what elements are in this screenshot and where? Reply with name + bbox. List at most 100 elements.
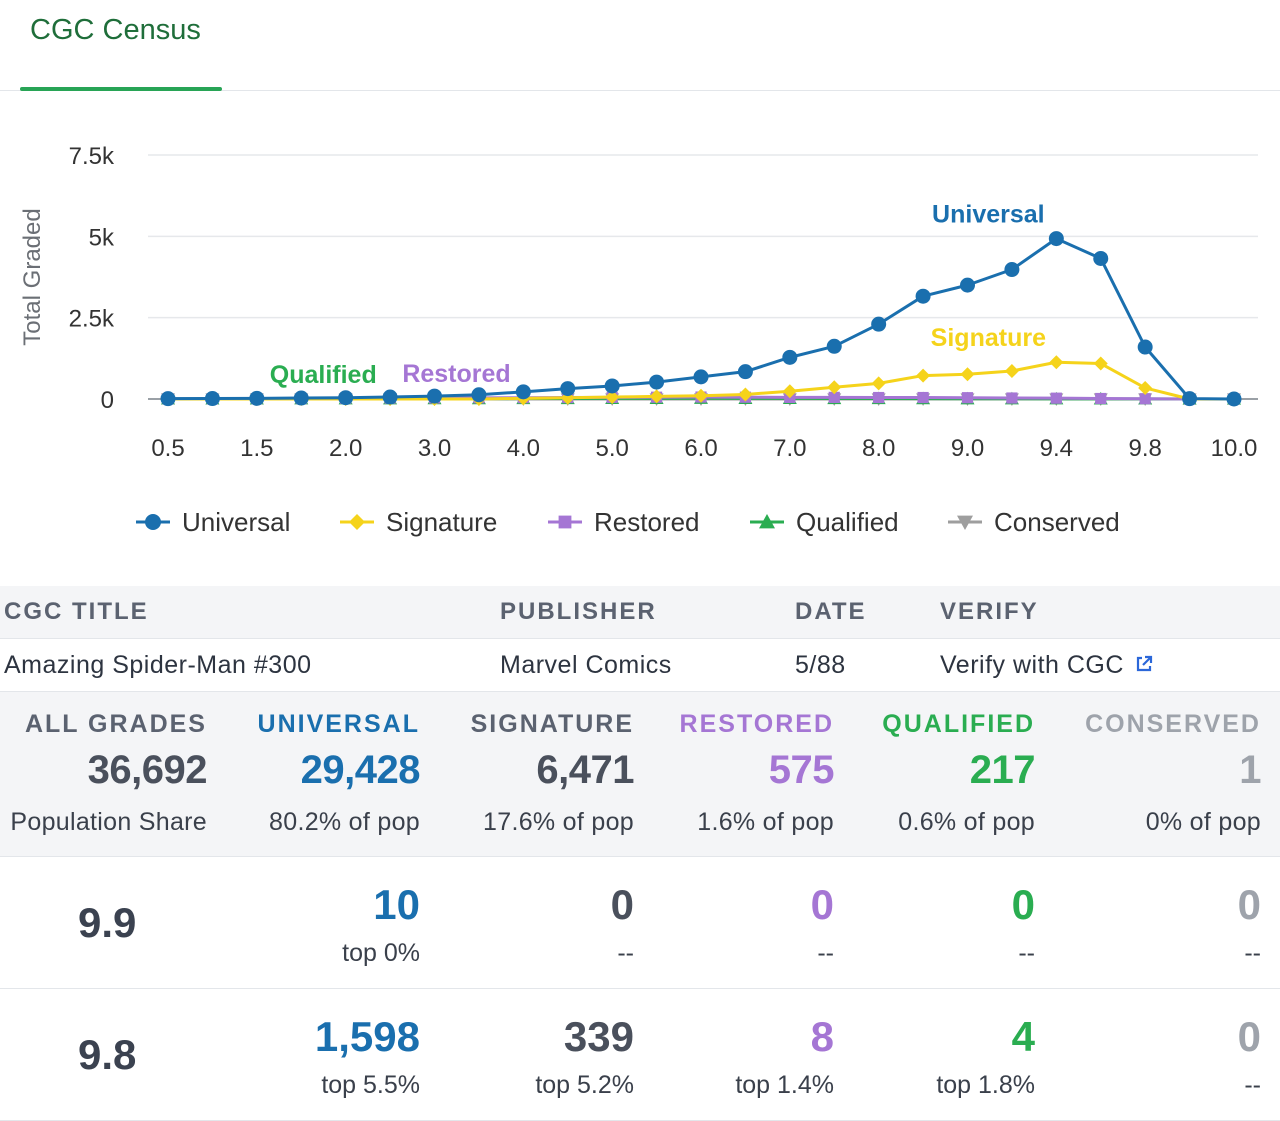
series-annotation: Qualified xyxy=(270,361,377,389)
tab-label: CGC Census xyxy=(30,14,201,47)
summary-share: 0.6% of pop xyxy=(898,808,1035,837)
data-point xyxy=(471,387,486,402)
x-tick-label: 9.0 xyxy=(951,435,984,462)
summary-share: Population Share xyxy=(10,808,207,837)
grade-label: 9.9 xyxy=(78,899,136,947)
grade-row-9-9: 9.9 10 top 0% 0 -- 0 -- 0 -- 0 -- xyxy=(0,857,1280,989)
data-point xyxy=(871,317,886,332)
legend-label: Signature xyxy=(386,507,497,537)
x-tick-label: 6.0 xyxy=(684,435,717,462)
verify-link-label: Verify with CGC xyxy=(940,651,1124,679)
series-annotation: Signature xyxy=(931,324,1046,352)
restored-rank: top 1.4% xyxy=(735,1071,834,1100)
data-point xyxy=(1093,251,1108,266)
external-link-icon xyxy=(1134,654,1154,674)
signature-count: 339 xyxy=(564,1013,634,1061)
data-point xyxy=(1049,355,1063,369)
summary-header: UNIVERSAL xyxy=(258,710,420,739)
legend-item-conserved[interactable]: Conserved xyxy=(948,507,1120,537)
data-point xyxy=(1005,364,1019,378)
data-point xyxy=(961,367,975,381)
y-axis-label: Total Graded xyxy=(19,208,46,345)
legend-label: Universal xyxy=(182,507,290,537)
data-point xyxy=(782,350,797,365)
restored-count: 0 xyxy=(811,881,834,929)
signature-count: 0 xyxy=(611,881,634,929)
data-point xyxy=(960,278,975,293)
summary-header: RESTORED xyxy=(680,710,834,739)
data-point xyxy=(917,392,928,403)
restored-rank: -- xyxy=(817,939,834,968)
active-tab-indicator xyxy=(20,87,222,91)
qualified-rank: -- xyxy=(1018,939,1035,968)
data-point xyxy=(1095,393,1106,404)
data-point xyxy=(383,390,398,405)
book-publisher: Marvel Comics xyxy=(500,639,672,691)
verify-column-header: VERIFY xyxy=(940,586,1039,638)
data-point xyxy=(338,390,353,405)
data-point xyxy=(873,392,884,403)
x-tick-label: 5.0 xyxy=(595,435,628,462)
data-point xyxy=(1227,392,1242,407)
data-point xyxy=(916,289,931,304)
data-point xyxy=(294,391,309,406)
data-point xyxy=(516,384,531,399)
conserved-rank: -- xyxy=(1244,1071,1261,1100)
data-point xyxy=(1049,231,1064,246)
data-point xyxy=(872,376,886,390)
data-point xyxy=(1182,391,1197,406)
x-tick-label: 8.0 xyxy=(862,435,895,462)
book-info-header: CGC TITLE PUBLISHER DATE VERIFY xyxy=(0,586,1280,639)
summary-value: 575 xyxy=(769,748,834,793)
population-summary: ALL GRADES 36,692 Population Share UNIVE… xyxy=(0,692,1280,857)
summary-share: 1.6% of pop xyxy=(697,808,834,837)
legend-item-universal[interactable]: Universal xyxy=(136,507,290,537)
data-point xyxy=(916,369,930,383)
data-point xyxy=(694,369,709,384)
data-point xyxy=(427,389,442,404)
data-point xyxy=(1004,262,1019,277)
data-point xyxy=(205,391,220,406)
data-point xyxy=(249,391,264,406)
x-tick-label: 1.5 xyxy=(240,435,273,462)
summary-header: ALL GRADES xyxy=(25,710,207,739)
summary-value: 36,692 xyxy=(88,748,207,793)
legend-item-qualified[interactable]: Qualified xyxy=(750,507,899,537)
tab-cgc-census[interactable]: CGC Census xyxy=(20,0,222,90)
legend-label: Conserved xyxy=(994,507,1120,537)
summary-value: 6,471 xyxy=(536,748,634,793)
data-point xyxy=(1006,392,1017,403)
data-point xyxy=(1094,357,1108,371)
signature-rank: -- xyxy=(617,939,634,968)
y-tick-label: 2.5k xyxy=(69,306,115,333)
y-tick-label: 0 xyxy=(101,387,114,414)
grade-row-9-8: 9.8 1,598 top 5.5% 339 top 5.2% 8 top 1.… xyxy=(0,989,1280,1121)
y-tick-label: 5k xyxy=(89,224,115,251)
qualified-count: 0 xyxy=(1012,881,1035,929)
conserved-rank: -- xyxy=(1244,939,1261,968)
date-column-header: DATE xyxy=(795,586,867,638)
data-point xyxy=(349,514,365,530)
signature-rank: top 5.2% xyxy=(535,1071,634,1100)
universal-rank: top 0% xyxy=(342,939,420,968)
summary-share: 17.6% of pop xyxy=(483,808,634,837)
legend-item-restored[interactable]: Restored xyxy=(548,507,700,537)
book-info-row: Amazing Spider-Man #300 Marvel Comics 5/… xyxy=(0,639,1280,692)
summary-header: SIGNATURE xyxy=(471,710,634,739)
x-tick-label: 7.0 xyxy=(773,435,806,462)
data-point xyxy=(1051,393,1062,404)
data-point xyxy=(827,339,842,354)
book-title: Amazing Spider-Man #300 xyxy=(4,639,312,691)
summary-header: QUALIFIED xyxy=(882,710,1035,739)
publisher-column-header: PUBLISHER xyxy=(500,586,657,638)
verify-with-cgc-link[interactable]: Verify with CGC xyxy=(940,639,1154,691)
data-point xyxy=(605,378,620,393)
legend-item-signature[interactable]: Signature xyxy=(340,507,497,537)
data-point xyxy=(559,516,572,529)
summary-value: 217 xyxy=(970,748,1035,793)
summary-share: 80.2% of pop xyxy=(269,808,420,837)
summary-share: 0% of pop xyxy=(1146,808,1261,837)
data-point xyxy=(738,364,753,379)
qualified-count: 4 xyxy=(1012,1013,1035,1061)
x-tick-label: 0.5 xyxy=(151,435,184,462)
